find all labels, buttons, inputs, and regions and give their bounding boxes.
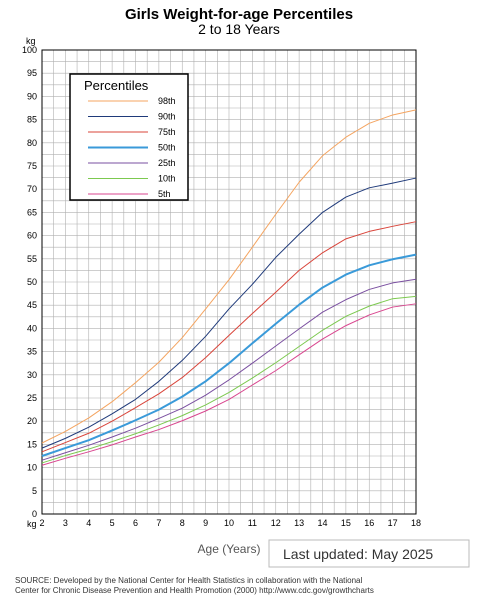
y-tick-label: 0 [32, 509, 37, 519]
legend-label-75th: 75th [158, 127, 176, 137]
y-tick-label: 100 [22, 45, 37, 55]
x-tick-label: 13 [294, 518, 304, 528]
x-tick-label: 2 [39, 518, 44, 528]
x-axis-label: Age (Years) [198, 542, 261, 556]
legend-label-10th: 10th [158, 174, 176, 184]
x-tick-label: 16 [364, 518, 374, 528]
x-tick-label: 3 [63, 518, 68, 528]
y-tick-label: 40 [27, 323, 37, 333]
x-tick-label: 6 [133, 518, 138, 528]
x-tick-label: 15 [341, 518, 351, 528]
x-tick-label: 8 [180, 518, 185, 528]
y-tick-label: 75 [27, 161, 37, 171]
x-tick-label: 7 [156, 518, 161, 528]
y-tick-label: 70 [27, 184, 37, 194]
y-tick-label: 20 [27, 416, 37, 426]
x-tick-label: 17 [388, 518, 398, 528]
y-tick-label: 95 [27, 68, 37, 78]
x-tick-label: 12 [271, 518, 281, 528]
series-line-50th [41, 253, 417, 457]
y-tick-label: 55 [27, 254, 37, 264]
legend-label-25th: 25th [158, 158, 176, 168]
y-tick-label: 5 [32, 486, 37, 496]
series-line-90th [41, 177, 417, 449]
x-tick-label: 10 [224, 518, 234, 528]
y-tick-label: 65 [27, 207, 37, 217]
y-tick-label: 35 [27, 347, 37, 357]
chart-subtitle: 2 to 18 Years [198, 21, 280, 37]
x-tick-label: 5 [110, 518, 115, 528]
legend-label-50th: 50th [158, 143, 176, 153]
legend-label-90th: 90th [158, 112, 176, 122]
chart-title: Girls Weight-for-age Percentiles [125, 6, 353, 23]
y-tick-label: 50 [27, 277, 37, 287]
y-tick-label: 90 [27, 91, 37, 101]
series-line-75th [41, 221, 417, 453]
y-tick-label: 10 [27, 463, 37, 473]
plot-border [41, 49, 417, 515]
x-axis-unit-label: kg [27, 519, 37, 529]
y-tick-label: 80 [27, 138, 37, 148]
source-line-2: Center for Chronic Disease Prevention an… [15, 586, 374, 595]
x-axis-ticks: 2 3 4 5 6 7 8 9 10 11 12 13 14 15 16 17 18 [39, 518, 421, 528]
y-tick-label: 25 [27, 393, 37, 403]
x-tick-label: 9 [203, 518, 208, 528]
x-tick-label: 18 [411, 518, 421, 528]
legend-items: 98th 90th 75th 50th 25th 10th 5th [88, 96, 176, 199]
legend-label-98th: 98th [158, 96, 176, 106]
y-axis-ticks: 0 5 10 15 20 25 30 35 40 45 50 55 60 65 70 75 80 85 90 95 10… [22, 45, 37, 519]
y-tick-label: 45 [27, 300, 37, 310]
y-axis-unit-label: kg [26, 36, 36, 46]
percentile-series [41, 109, 417, 466]
series-line-10th [41, 295, 417, 464]
x-tick-label: 4 [86, 518, 91, 528]
source-line-1: SOURCE: Developed by the National Center… [15, 576, 363, 585]
series-line-98th [41, 109, 417, 444]
last-updated-box [268, 539, 470, 568]
y-tick-label: 85 [27, 115, 37, 125]
last-updated-text: Last updated: May 2025 [283, 546, 433, 562]
y-tick-label: 15 [27, 439, 37, 449]
legend-label-5th: 5th [158, 189, 171, 199]
legend: Percentiles 98th 90th 75th 50th 25th 10th 5th [69, 73, 189, 201]
series-line-25th [41, 278, 417, 461]
y-tick-label: 60 [27, 231, 37, 241]
x-tick-label: 11 [248, 518, 257, 528]
y-tick-label: 30 [27, 370, 37, 380]
grid-lines [41, 49, 417, 515]
x-tick-label: 14 [317, 518, 327, 528]
series-line-5th [41, 303, 417, 466]
legend-title: Percentiles [84, 78, 149, 93]
